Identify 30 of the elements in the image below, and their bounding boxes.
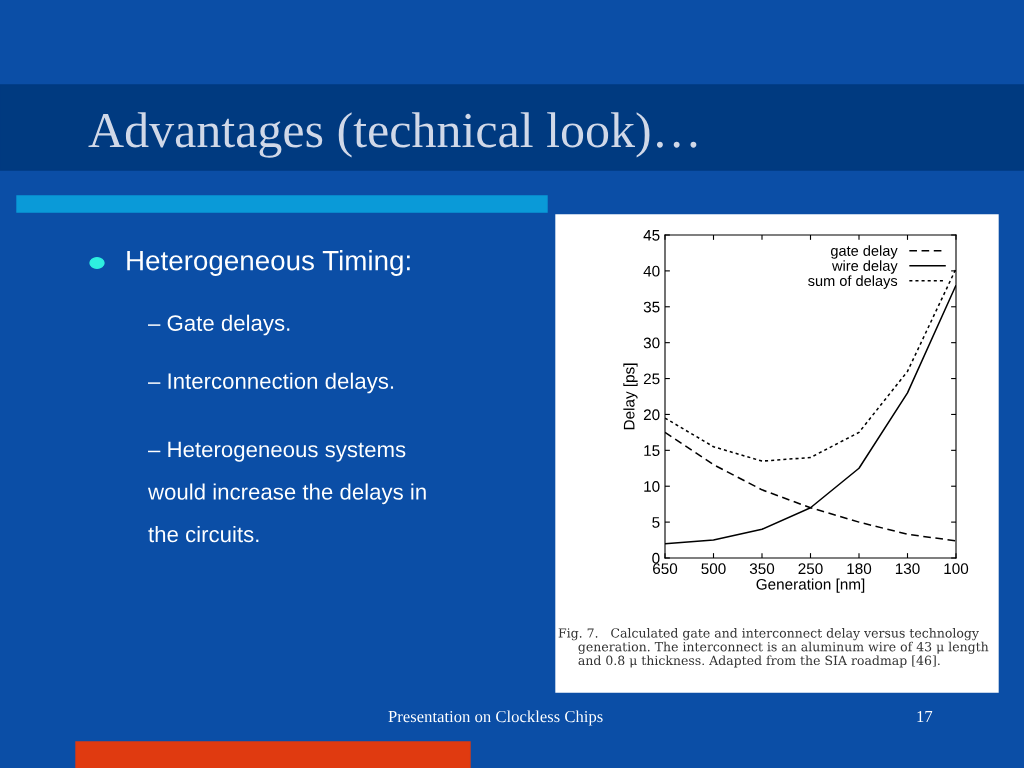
y-tick-label: 20 [643, 409, 660, 421]
text: – Gate delays. [148, 314, 290, 336]
y-tick-label: 45 [643, 230, 660, 241]
x-tick-label: 180 [847, 563, 872, 575]
legend-label: sum of delays [808, 275, 898, 289]
x-axis-title: Generation [nm] [756, 578, 865, 593]
x-tick-label: 130 [895, 563, 920, 575]
x-tick-label: 100 [944, 563, 969, 575]
y-tick-label: 5 [652, 517, 660, 528]
x-tick-label: 650 [653, 563, 678, 575]
x-tick-label: 500 [701, 563, 726, 575]
y-tick-label: 10 [644, 481, 660, 492]
y-tick-label: 25 [643, 373, 660, 385]
y-tick-label: 35 [643, 301, 660, 313]
y-tick-label: 15 [644, 445, 660, 457]
text: – Heterogeneous systems would increase the delays in the circuits. [147, 441, 426, 543]
y-axis-title: Delay [ps] [623, 363, 638, 430]
x-tick-label: 250 [798, 563, 823, 575]
text: – Interconnection delays. [148, 372, 394, 394]
text: Presentation on Clockless Chips [388, 710, 603, 726]
x-tick-label: 350 [749, 563, 775, 575]
y-tick-label: 40 [643, 265, 660, 277]
y-tick-label: 30 [643, 337, 660, 349]
text: 17 [917, 711, 933, 723]
y-tick-label: 0 [652, 552, 660, 564]
legend-label: gate delay [830, 245, 898, 259]
chart-title: Advantages (technical look)… [88, 112, 697, 158]
text: Heterogeneous Timing: [127, 250, 410, 276]
caption: Fig. 7. Calculated gate and interconnect delay versus technology generation. The interconnect is an aluminum wire of 43 μ length and 0.8 μ thickness. Adapted from the SIA roadmap [46]. [558, 628, 989, 668]
legend-label: wire delay [832, 260, 898, 274]
